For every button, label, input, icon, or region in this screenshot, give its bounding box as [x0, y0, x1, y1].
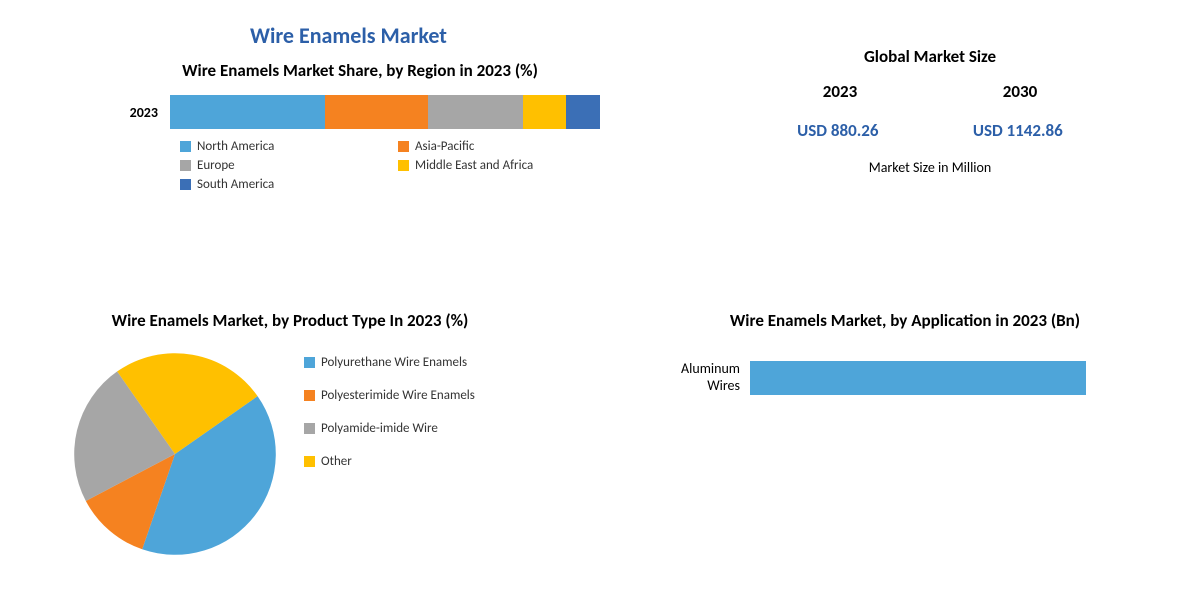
legend-swatch — [304, 390, 315, 401]
legend-swatch — [304, 357, 315, 368]
global-market-size-panel: Global Market Size 2023 2030 USD 880.26 … — [750, 46, 1110, 176]
pie-svg — [70, 349, 280, 559]
legend-item: South America — [180, 177, 370, 192]
pie-legend: Polyurethane Wire Enamels Polyesterimide … — [304, 349, 475, 469]
legend-item: Polyesterimide Wire Enamels — [304, 388, 475, 403]
gms-value-0: USD 880.26 — [797, 120, 878, 141]
region-segment — [428, 95, 523, 129]
app-bar — [750, 361, 1086, 395]
legend-label: Polyamide-imide Wire — [321, 421, 438, 436]
legend-swatch — [304, 423, 315, 434]
gms-year-1: 2030 — [1003, 81, 1037, 102]
region-share-chart: Wire Enamels Market Share, by Region in … — [120, 60, 600, 192]
legend-swatch — [180, 160, 191, 171]
legend-label: Other — [321, 454, 352, 469]
region-segment — [523, 95, 566, 129]
legend-item: Middle East and Africa — [398, 158, 588, 173]
legend-label: South America — [197, 177, 274, 192]
region-segment — [566, 95, 600, 129]
legend-label: Middle East and Africa — [415, 158, 533, 173]
region-bar-row: 2023 — [120, 95, 600, 129]
region-segment — [325, 95, 428, 129]
legend-swatch — [398, 141, 409, 152]
app-bar-track — [750, 361, 1160, 395]
app-category-label: Aluminum Wires — [650, 361, 740, 395]
legend-label: Europe — [197, 158, 235, 173]
legend-item: Asia-Pacific — [398, 139, 588, 154]
legend-swatch — [180, 141, 191, 152]
legend-label: Polyesterimide Wire Enamels — [321, 388, 475, 403]
app-chart-title: Wire Enamels Market, by Application in 2… — [650, 310, 1160, 331]
region-segment — [170, 95, 325, 129]
region-legend: North America Asia-Pacific Europe Middle Ea… — [180, 139, 600, 192]
region-chart-title: Wire Enamels Market Share, by Region in … — [120, 60, 600, 81]
gms-title: Global Market Size — [750, 46, 1110, 67]
application-bar-chart: Wire Enamels Market, by Application in 2… — [650, 310, 1160, 395]
gms-values-row: USD 880.26 USD 1142.86 — [750, 120, 1110, 141]
legend-label: Polyurethane Wire Enamels — [321, 355, 467, 370]
legend-swatch — [304, 456, 315, 467]
legend-swatch — [398, 160, 409, 171]
pie-chart-title: Wire Enamels Market, by Product Type In … — [110, 310, 470, 331]
region-year-label: 2023 — [120, 104, 170, 121]
legend-item: North America — [180, 139, 370, 154]
gms-years-row: 2023 2030 — [750, 81, 1110, 102]
product-type-pie-chart: Wire Enamels Market, by Product Type In … — [70, 310, 610, 559]
legend-swatch — [180, 179, 191, 190]
legend-item: Polyurethane Wire Enamels — [304, 355, 475, 370]
gms-value-1: USD 1142.86 — [973, 120, 1063, 141]
legend-label: North America — [197, 139, 274, 154]
legend-item: Europe — [180, 158, 370, 173]
region-stacked-bar — [170, 95, 600, 129]
gms-unit-label: Market Size in Million — [750, 159, 1110, 176]
legend-item: Other — [304, 454, 475, 469]
legend-item: Polyamide-imide Wire — [304, 421, 475, 436]
gms-year-0: 2023 — [823, 81, 857, 102]
legend-label: Asia-Pacific — [415, 139, 474, 154]
page-title: Wire Enamels Market — [250, 22, 447, 49]
